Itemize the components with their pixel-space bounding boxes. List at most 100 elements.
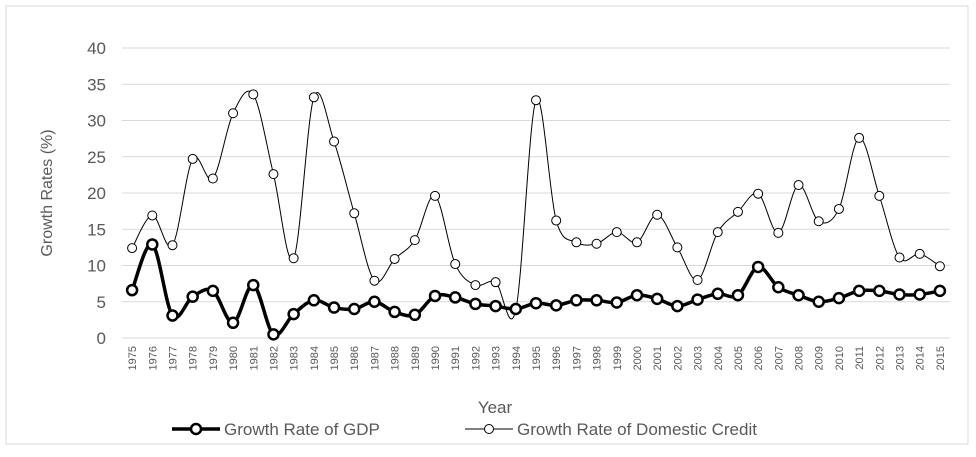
point-marker (652, 209, 663, 220)
x-tick-label: 2000 (632, 346, 644, 370)
point-marker (470, 280, 481, 291)
point-marker (369, 275, 380, 286)
point-marker (167, 240, 178, 251)
x-tick-label: 1979 (208, 346, 220, 370)
point-marker (428, 289, 442, 303)
point-marker (147, 210, 158, 221)
x-axis-label: Year (478, 398, 513, 417)
x-tick-label: 2012 (874, 346, 886, 370)
point-marker (368, 295, 381, 308)
point-marker (753, 188, 764, 199)
point-marker (187, 153, 198, 164)
legend-marker (189, 422, 203, 436)
point-marker (914, 248, 925, 259)
point-marker (571, 237, 582, 248)
point-marker (772, 281, 785, 294)
point-marker (854, 132, 865, 143)
point-marker (672, 242, 683, 253)
point-marker (388, 305, 401, 319)
x-tick-label: 2014 (915, 346, 927, 370)
x-tick-label: 1993 (491, 346, 503, 370)
point-marker (146, 238, 159, 251)
point-marker (228, 108, 239, 119)
point-marker (913, 288, 926, 301)
x-tick-label: 2004 (713, 346, 725, 370)
x-tick-label: 1992 (470, 346, 482, 370)
point-marker (731, 288, 745, 302)
point-marker (773, 227, 784, 238)
point-marker (852, 284, 866, 298)
point-marker (287, 307, 300, 321)
y-tick-label: 15 (87, 220, 106, 239)
point-marker (226, 316, 240, 330)
x-tick-label: 2007 (773, 346, 785, 370)
y-tick-label: 20 (87, 184, 106, 203)
point-marker (893, 288, 906, 301)
x-tick-label: 1985 (329, 346, 341, 370)
x-tick-label: 2009 (814, 346, 826, 370)
y-tick-label: 35 (87, 75, 106, 94)
x-tick-label: 1997 (571, 346, 583, 370)
point-marker (712, 227, 723, 238)
x-tick-label: 2015 (935, 346, 947, 370)
x-tick-label: 1982 (268, 346, 280, 370)
point-marker (186, 290, 199, 303)
y-tick-label: 25 (87, 148, 106, 167)
point-marker (813, 216, 824, 227)
x-tick-label: 1995 (531, 346, 543, 370)
point-marker (529, 296, 543, 310)
x-tick-label: 1983 (289, 346, 301, 370)
point-marker (448, 291, 462, 304)
y-tick-label: 5 (97, 293, 106, 312)
point-marker (267, 328, 280, 341)
x-tick-label: 2010 (834, 346, 846, 370)
x-tick-label: 2006 (753, 346, 765, 370)
x-tick-label: 2013 (895, 346, 907, 370)
point-marker (389, 253, 400, 264)
point-marker (430, 190, 441, 201)
point-marker (894, 252, 905, 263)
x-tick-label: 1999 (612, 346, 624, 370)
y-tick-label: 10 (87, 257, 106, 276)
legend-label: Growth Rate of Domestic Credit (517, 420, 757, 439)
legend-marker (484, 424, 494, 434)
x-tick-label: 2002 (672, 346, 684, 370)
x-tick-label: 1996 (551, 346, 563, 370)
x-tick-label: 1981 (248, 346, 260, 370)
point-marker (349, 208, 360, 219)
point-marker (833, 203, 844, 214)
point-marker (248, 89, 259, 100)
point-marker (549, 299, 563, 312)
x-tick-label: 1990 (430, 346, 442, 370)
point-marker (408, 308, 422, 322)
point-marker (590, 294, 603, 307)
point-marker (509, 302, 523, 316)
point-marker (933, 284, 947, 298)
point-marker (671, 299, 684, 313)
x-tick-label: 2008 (794, 346, 806, 370)
point-marker (327, 301, 341, 314)
point-marker (792, 288, 805, 302)
point-marker (793, 180, 804, 191)
x-tick-label: 1994 (511, 346, 523, 370)
point-marker (125, 283, 139, 297)
y-tick-label: 30 (87, 112, 106, 131)
point-marker (206, 284, 220, 298)
point-marker (934, 261, 945, 272)
point-marker (751, 260, 765, 274)
point-marker (832, 291, 846, 305)
point-marker (570, 294, 583, 307)
x-tick-label: 1998 (592, 346, 604, 370)
point-marker (469, 297, 482, 311)
point-marker (691, 293, 704, 306)
point-marker (631, 237, 642, 248)
point-marker (288, 253, 299, 264)
x-tick-label: 1977 (167, 346, 179, 370)
point-marker (347, 302, 361, 316)
point-marker (711, 287, 725, 301)
x-tick-label: 1980 (228, 346, 240, 370)
x-tick-label: 1986 (349, 346, 361, 370)
y-tick-label: 0 (97, 329, 106, 348)
point-marker (308, 92, 319, 103)
point-marker (650, 292, 664, 306)
